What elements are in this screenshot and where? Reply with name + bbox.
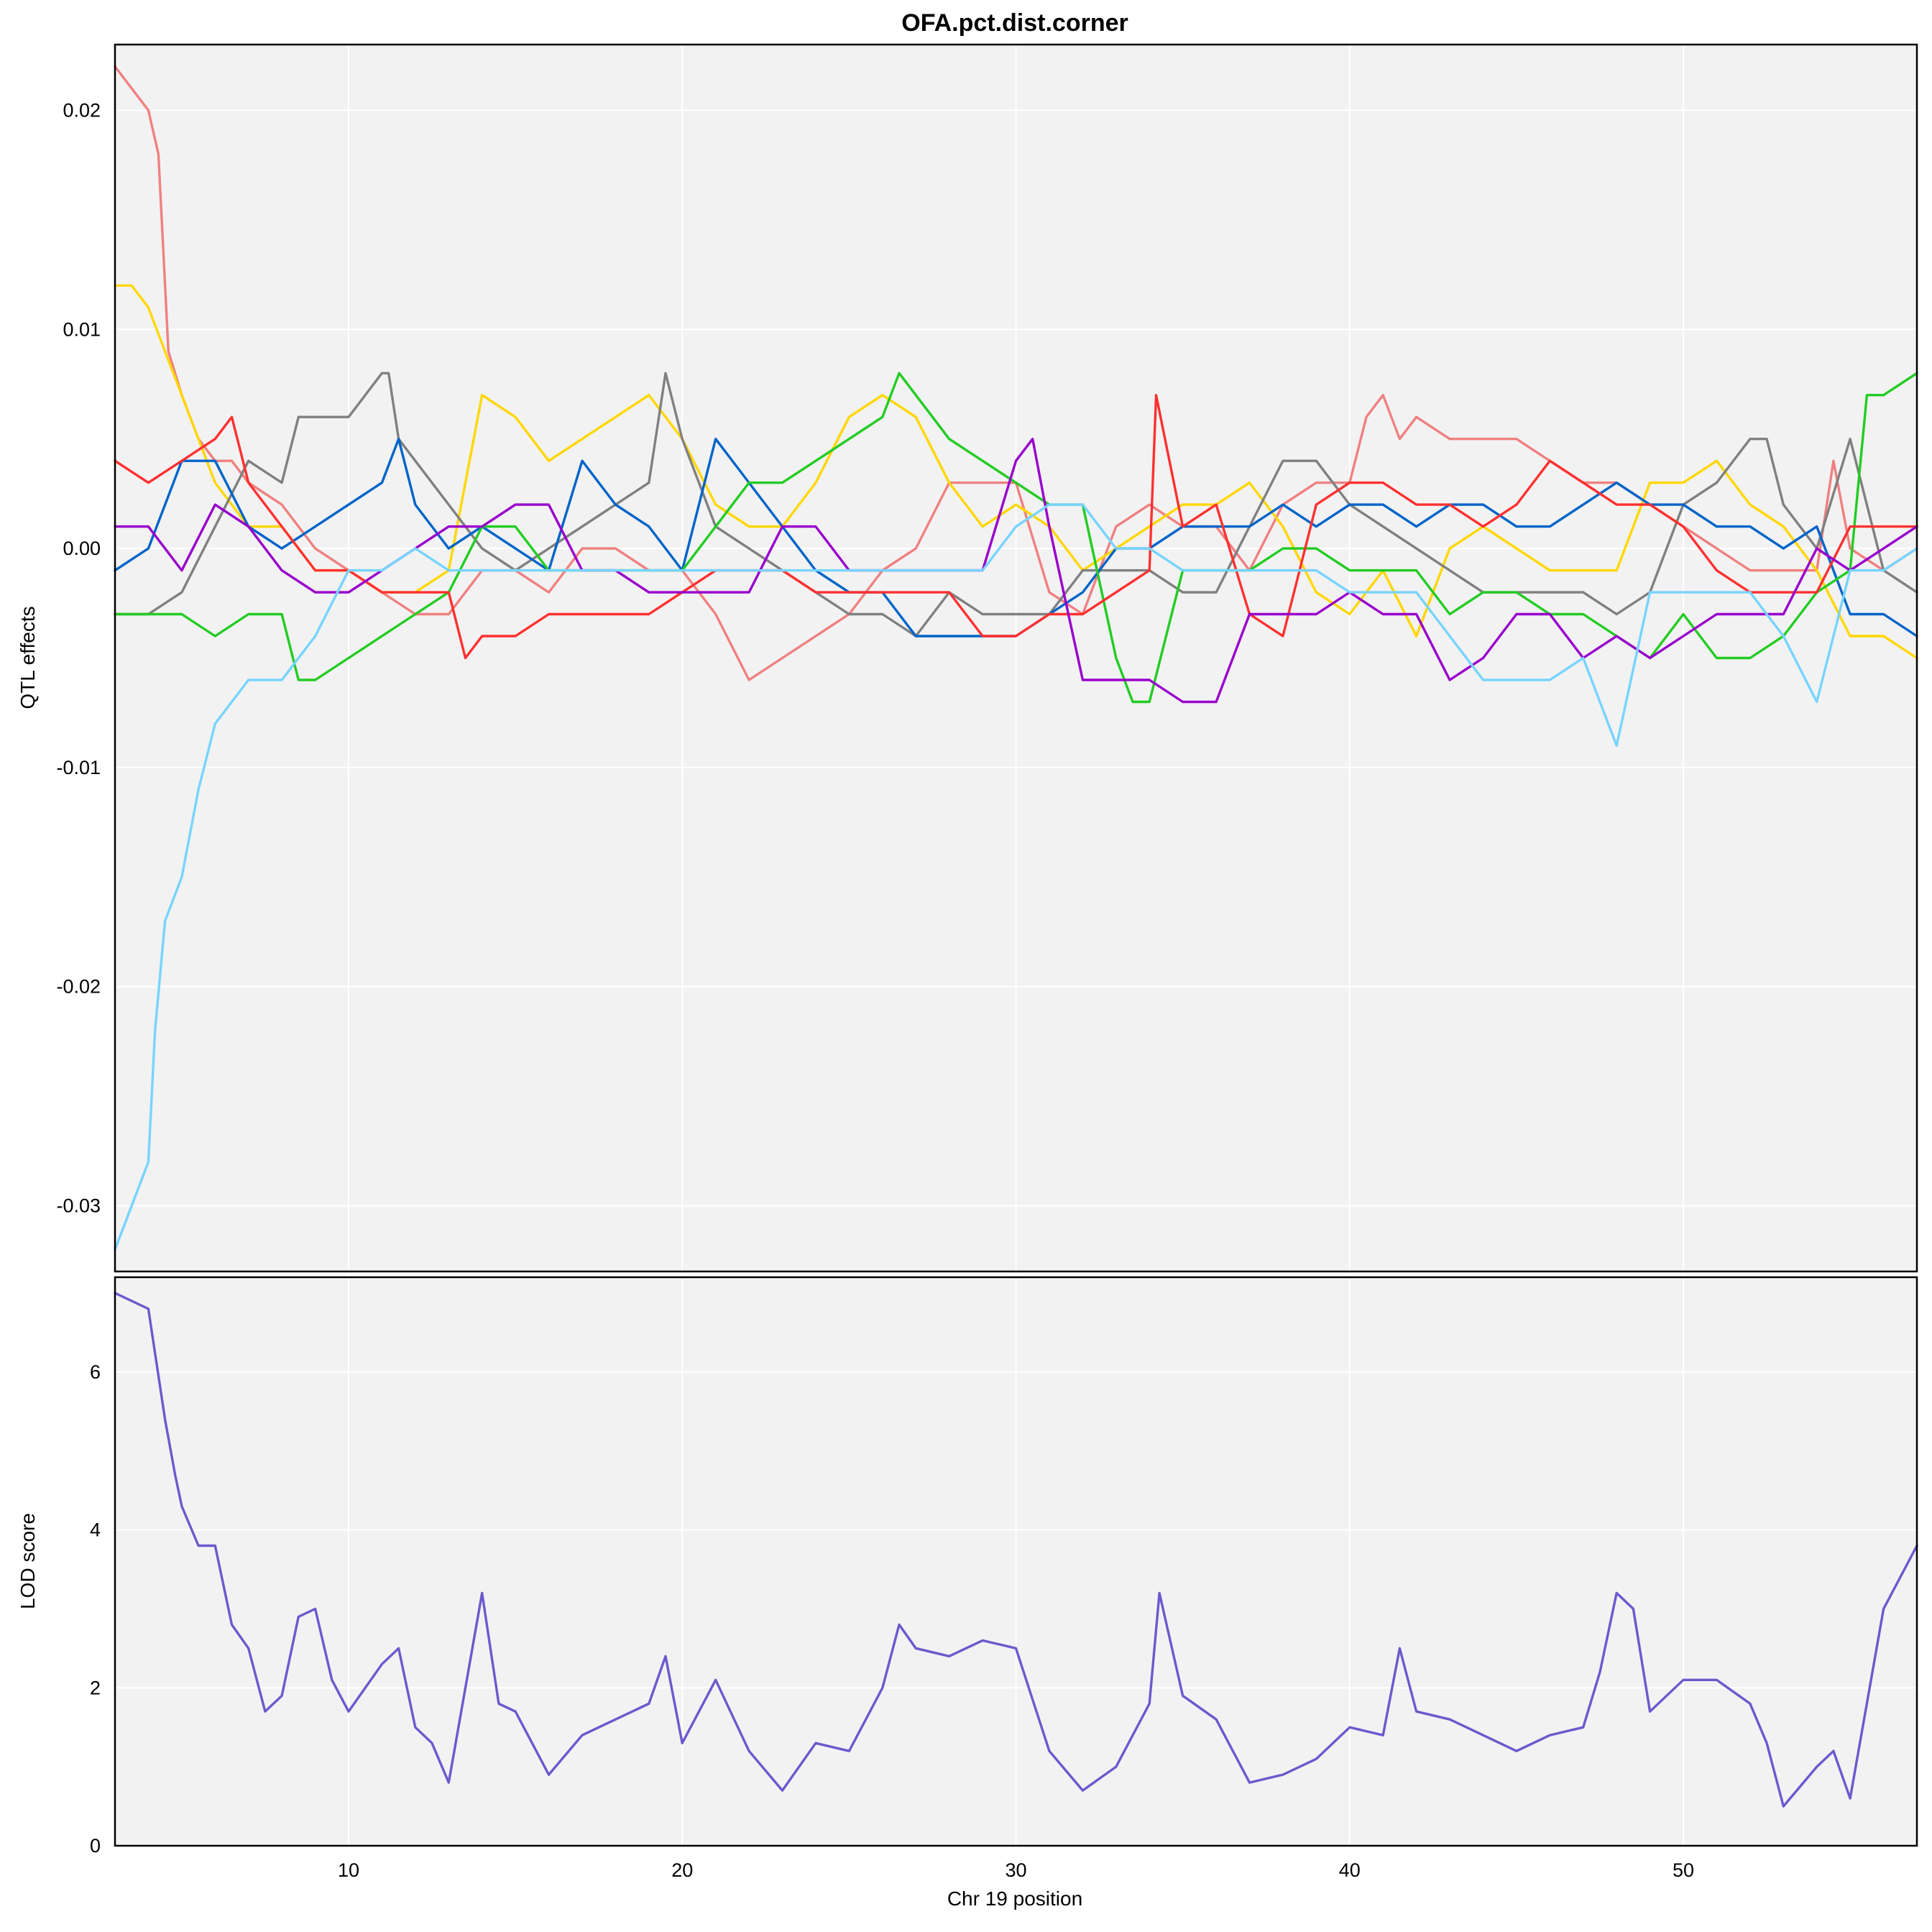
effects-series-line-7 <box>114 438 1918 704</box>
lod-y-axis-ticks: 0 2 4 6 <box>90 1361 101 1857</box>
lod-y-axis-label: LOD score <box>17 1513 39 1609</box>
effects-series-line-3 <box>114 372 1918 638</box>
lod-series-line-1 <box>114 1292 1918 1808</box>
effects-y-axis-ticks: -0.03 -0.02 -0.01 0.00 0.01 0.02 <box>56 99 101 1216</box>
x-tick-label: 30 <box>1005 1859 1026 1881</box>
effects-y-axis-label: QTL effects <box>17 606 39 709</box>
effects-panel-border <box>114 43 1918 1273</box>
x-tick-label: 40 <box>1339 1859 1361 1881</box>
effects-y-tick-label: 0.01 <box>63 318 101 340</box>
effects-y-tick-label: -0.01 <box>56 757 101 778</box>
lod-panel-series <box>114 1292 1918 1808</box>
x-tick-label: 50 <box>1673 1859 1694 1881</box>
effects-series-line-8 <box>114 503 1918 1251</box>
lod-y-tick-label: 6 <box>90 1361 101 1383</box>
effects-y-tick-label: 0.00 <box>63 538 101 559</box>
lod-y-tick-label: 0 <box>90 1835 101 1857</box>
lod-y-tick-label: 4 <box>90 1519 101 1541</box>
effects-y-tick-label: -0.02 <box>56 976 101 998</box>
lod-panel-border <box>114 1276 1918 1847</box>
x-tick-label: 20 <box>671 1859 693 1881</box>
x-axis-ticks: 10 20 30 40 50 <box>338 1859 1694 1881</box>
effects-series-line-6 <box>114 394 1918 660</box>
x-tick-label: 10 <box>338 1859 359 1881</box>
chart-title: OFA.pct.dist.corner <box>901 9 1128 37</box>
effects-series-line-1 <box>114 65 1918 681</box>
effects-y-tick-label: 0.02 <box>63 99 101 121</box>
effects-y-tick-label: -0.03 <box>56 1195 101 1217</box>
x-axis-label: Chr 19 position <box>947 1887 1082 1910</box>
lod-y-tick-label: 2 <box>90 1677 101 1698</box>
effects-panel-series <box>114 65 1918 1251</box>
